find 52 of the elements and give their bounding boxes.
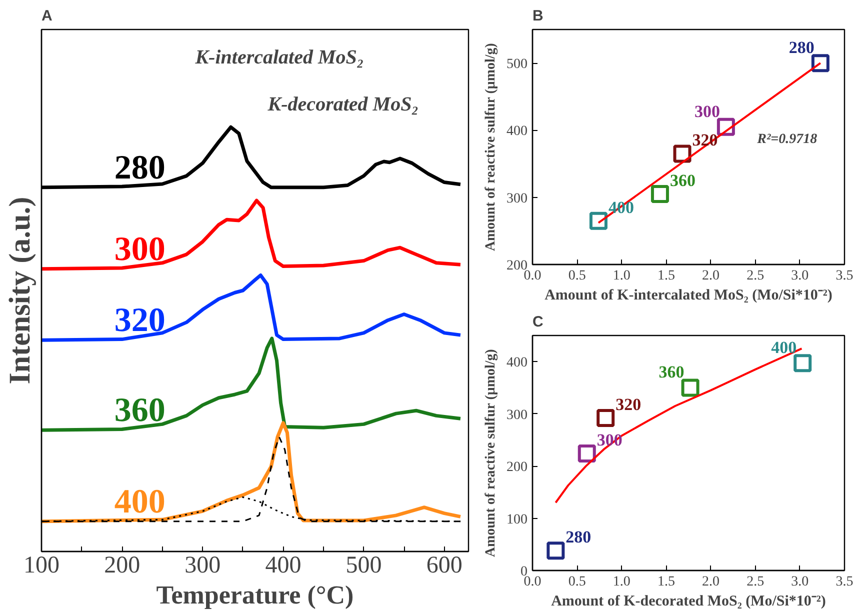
series-label: 360 — [670, 171, 696, 190]
x-tick-label: 400 — [265, 552, 302, 578]
chart-title: A — [42, 8, 52, 24]
y-axis-title: Amount of reactive sulfur (μmol/g) — [484, 42, 498, 252]
y-tick-label: 200 — [506, 460, 528, 476]
x-axis-title: Amount of K-intercalated MoS₂ (Mo/Si*10⁻²) — [544, 288, 832, 304]
series-label: 360 — [658, 362, 684, 382]
x-tick-label: 3.0 — [791, 268, 809, 284]
x-tick-label: 300 — [184, 552, 221, 578]
x-tick-label: 100 — [24, 552, 60, 578]
x-tick-label: 2.0 — [702, 574, 720, 590]
text: K-decorated MoS₂ — [266, 94, 419, 116]
series-label: 300 — [694, 102, 720, 121]
y-tick-label: 100 — [506, 512, 528, 528]
series-label: 400 — [114, 483, 166, 520]
x-tick-label: 0.5 — [568, 268, 586, 284]
x-tick-label: 0.0 — [524, 574, 542, 590]
x-tick-label: 3.5 — [836, 574, 854, 590]
x-tick-label: 0.0 — [524, 268, 542, 284]
y-tick-label: 300 — [506, 191, 528, 206]
y-tick-label: 500 — [506, 57, 528, 72]
series-label: 320 — [114, 302, 166, 340]
series-label: 400 — [771, 338, 797, 358]
x-axis-title: Amount of K-decorated MoS₂ (Mo/Si*10⁻²) — [551, 594, 826, 610]
series-label: 320 — [616, 395, 642, 414]
chart-title: B — [532, 8, 544, 24]
x-tick-label: 600 — [426, 552, 462, 578]
y-axis-title: Intensity (a.u.) — [4, 196, 36, 384]
x-tick-label: 2.5 — [746, 574, 764, 590]
chart-title: C — [532, 314, 544, 330]
x-tick-label: 1.0 — [612, 268, 630, 284]
x-tick-label: 500 — [346, 552, 382, 578]
x-tick-label: 3.5 — [836, 268, 854, 284]
y-tick-label: 400 — [506, 356, 528, 371]
x-tick-label: 2.5 — [746, 268, 764, 284]
x-tick-label: 1.5 — [657, 574, 675, 590]
y-tick-label: 400 — [506, 124, 528, 140]
x-tick-label: 200 — [104, 552, 140, 578]
x-tick-label: 0.5 — [568, 574, 586, 590]
y-axis-title: Amount of reactive sulfur (μmol/g) — [484, 348, 498, 558]
x-tick-label: 1.0 — [612, 574, 630, 590]
y-tick-label: 300 — [506, 408, 528, 423]
x-tick-label: 3.0 — [791, 574, 809, 590]
series-label: 280 — [566, 528, 592, 547]
x-axis-title: Temperature (°C) — [156, 580, 354, 610]
series-label: 280 — [788, 38, 814, 58]
annotation: R²=0.9718 — [756, 132, 818, 147]
series-label: 360 — [114, 392, 166, 430]
text: K-intercalated MoS₂ — [194, 46, 364, 69]
series-label: 280 — [114, 149, 166, 186]
x-tick-label: 1.5 — [657, 268, 675, 284]
x-tick-label: 2.0 — [702, 268, 720, 284]
